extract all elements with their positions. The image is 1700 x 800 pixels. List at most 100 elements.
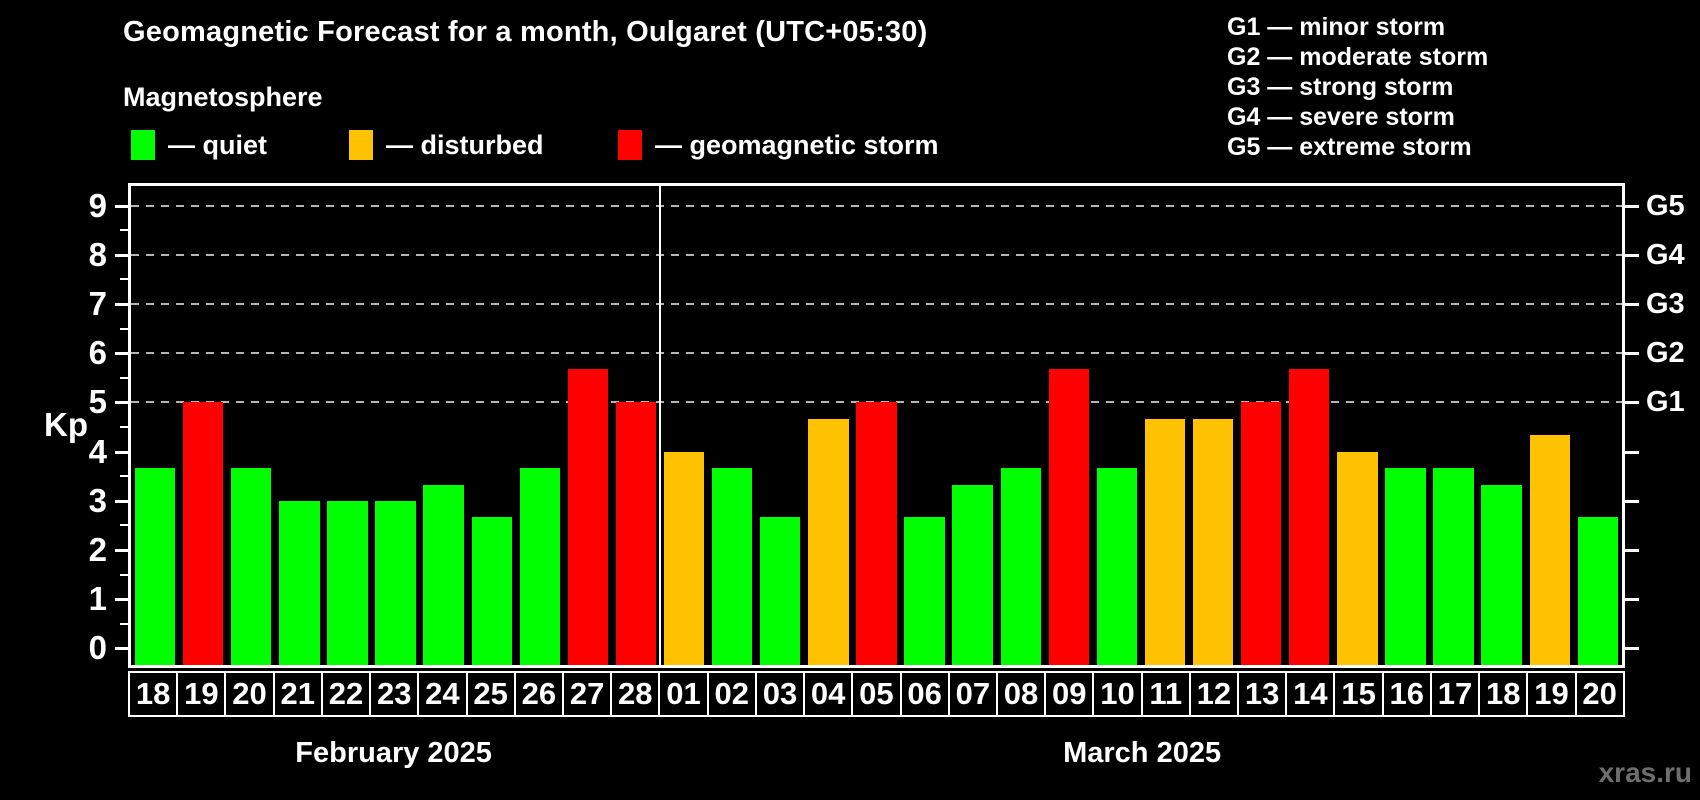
bar-slot bbox=[1237, 186, 1285, 665]
y-axis-tick bbox=[115, 401, 128, 405]
date-cell: 18 bbox=[1478, 671, 1529, 717]
bar-slot bbox=[804, 186, 852, 665]
kp-bar bbox=[1481, 484, 1522, 665]
g-axis-tick bbox=[1625, 548, 1639, 552]
date-cell: 10 bbox=[1092, 671, 1143, 717]
y-axis-tick-label: 2 bbox=[88, 530, 107, 568]
kp-bar bbox=[952, 484, 993, 665]
g-scale-tick-label: G1 bbox=[1646, 386, 1685, 419]
y-axis-tick bbox=[115, 303, 128, 307]
bar-slot bbox=[612, 186, 660, 665]
legend-item-storm: — geomagnetic storm bbox=[618, 128, 939, 162]
y-axis-minor-tick bbox=[120, 622, 128, 625]
date-cell: 28 bbox=[610, 671, 661, 717]
date-cell: 11 bbox=[1140, 671, 1191, 717]
legend-item-quiet: — quiet bbox=[131, 128, 267, 162]
g-scale-tick-label: G4 bbox=[1646, 238, 1685, 271]
bar-slot bbox=[1574, 186, 1622, 665]
g-legend-line: G1 — minor storm bbox=[1227, 13, 1446, 41]
y-axis-title: Kp bbox=[44, 405, 88, 443]
date-cell: 02 bbox=[706, 671, 757, 717]
date-cell: 06 bbox=[899, 671, 950, 717]
storm-swatch-icon bbox=[618, 130, 642, 160]
bar-slot bbox=[901, 186, 949, 665]
y-axis-tick-label: 6 bbox=[88, 334, 107, 372]
gridline bbox=[131, 352, 1622, 355]
bar-slot bbox=[852, 186, 900, 665]
bar-slot bbox=[1093, 186, 1141, 665]
kp-bar bbox=[1144, 418, 1186, 665]
g-axis-tick bbox=[1625, 499, 1639, 503]
storm-scale-legend: G1 — minor storm G2 — moderate storm G3 — … bbox=[1227, 12, 1488, 162]
date-cell: 12 bbox=[1188, 671, 1240, 717]
bar-slot bbox=[323, 186, 371, 665]
kp-bar bbox=[760, 516, 801, 665]
kp-bar bbox=[1529, 435, 1570, 665]
kp-bar bbox=[567, 369, 609, 665]
bars-layer bbox=[131, 186, 1622, 665]
date-cell: 19 bbox=[176, 671, 227, 717]
month-label: March 2025 bbox=[1063, 737, 1222, 769]
kp-bar bbox=[134, 467, 176, 665]
g-axis-tick bbox=[1625, 352, 1639, 356]
bar-slot bbox=[1381, 186, 1429, 665]
date-axis: 18 19 20 21 22 23 24 25 26 27 28 01 02 03 04 05 06 07 08 09… bbox=[128, 671, 1625, 717]
kp-bar bbox=[1289, 369, 1330, 665]
date-cell: 23 bbox=[369, 671, 420, 717]
kp-bar bbox=[327, 500, 368, 665]
y-axis-tick bbox=[115, 499, 128, 503]
g-scale-tick-label: G2 bbox=[1646, 337, 1685, 370]
bar-slot bbox=[564, 186, 612, 665]
date-cell: 16 bbox=[1381, 671, 1432, 717]
bar-slot bbox=[1333, 186, 1381, 665]
date-cell: 18 bbox=[128, 671, 179, 717]
kp-bar bbox=[423, 484, 464, 665]
g-axis-tick bbox=[1625, 647, 1639, 651]
date-cell: 20 bbox=[1574, 671, 1625, 717]
y-axis-minor-tick bbox=[120, 425, 128, 428]
y-axis-tick-label: 9 bbox=[88, 186, 107, 224]
y-axis-tick-label: 3 bbox=[88, 481, 107, 519]
g-legend-line: G2 — moderate storm bbox=[1227, 43, 1489, 71]
kp-bar bbox=[1385, 467, 1426, 665]
bar-slot bbox=[468, 186, 516, 665]
y-axis-tick-label: 7 bbox=[88, 285, 107, 323]
date-cell: 14 bbox=[1285, 671, 1336, 717]
kp-bar bbox=[375, 500, 416, 665]
kp-bar bbox=[663, 451, 705, 665]
date-cell: 26 bbox=[513, 671, 564, 717]
kp-bar bbox=[1096, 467, 1138, 665]
kp-bar bbox=[615, 402, 657, 665]
bar-slot bbox=[131, 186, 179, 665]
kp-bar bbox=[1192, 418, 1234, 665]
g-scale-tick-label: G5 bbox=[1646, 189, 1685, 222]
y-axis-minor-tick bbox=[120, 376, 128, 379]
date-cell: 17 bbox=[1429, 671, 1481, 717]
bar-slot bbox=[708, 186, 756, 665]
kp-bar bbox=[519, 467, 560, 665]
y-axis-minor-tick bbox=[120, 573, 128, 576]
date-cell: 13 bbox=[1237, 671, 1288, 717]
g-scale-tick-label: G3 bbox=[1646, 288, 1685, 321]
legend-label: — disturbed bbox=[386, 129, 544, 160]
legend-item-disturbed: — disturbed bbox=[349, 128, 544, 162]
bar-slot bbox=[420, 186, 468, 665]
kp-bar bbox=[1337, 451, 1378, 665]
kp-bar bbox=[1048, 369, 1090, 665]
y-axis-tick bbox=[115, 598, 128, 602]
y-axis-tick bbox=[115, 548, 128, 552]
kp-bar bbox=[471, 516, 512, 665]
y-axis-minor-tick bbox=[120, 278, 128, 281]
date-cell: 05 bbox=[851, 671, 902, 717]
gridline bbox=[131, 204, 1622, 207]
gridline bbox=[131, 253, 1622, 256]
watermark: xras.ru bbox=[1598, 757, 1692, 788]
y-axis-tick-label: 0 bbox=[88, 629, 107, 667]
g-axis-tick bbox=[1625, 303, 1639, 307]
bar-slot bbox=[1526, 186, 1574, 665]
y-axis-minor-tick bbox=[120, 229, 128, 232]
magnetosphere-label: Magnetosphere bbox=[123, 82, 323, 112]
kp-bar bbox=[1577, 516, 1619, 665]
bar-slot bbox=[660, 186, 708, 665]
